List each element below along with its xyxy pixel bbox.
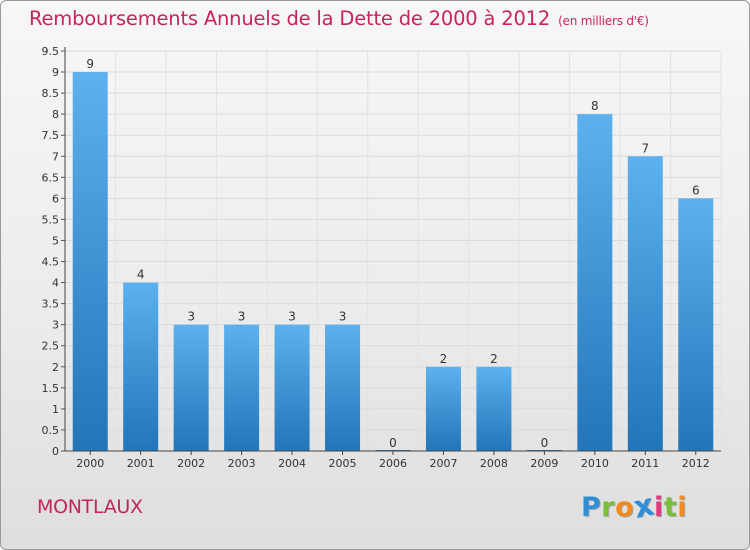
- chart-unit-label: (en milliers d'€): [558, 14, 649, 28]
- y-tick-label: 2.5: [42, 340, 60, 353]
- grid-lines: [64, 50, 722, 452]
- x-tick-label-2005: 2005: [329, 457, 357, 470]
- bar-2007[interactable]: [425, 366, 461, 451]
- chart-title: Remboursements Annuels de la Dette de 20…: [29, 7, 649, 30]
- y-tick-label: 8.5: [42, 87, 60, 100]
- x-tick-label-2000: 2000: [76, 457, 104, 470]
- bar-2000[interactable]: [72, 72, 108, 451]
- x-tick-label-2009: 2009: [530, 457, 558, 470]
- y-tick-label: 3.5: [42, 298, 60, 311]
- value-label-2011: 7: [641, 141, 649, 155]
- bar-2011[interactable]: [627, 156, 663, 451]
- y-tick-label: 1: [52, 403, 59, 416]
- x-tick-label-2011: 2011: [631, 457, 659, 470]
- value-label-2008: 2: [490, 352, 498, 366]
- y-tick-label: 5.5: [42, 213, 60, 226]
- bars: [72, 72, 714, 451]
- y-tick-label: 1.5: [42, 382, 60, 395]
- proxiti-logo[interactable]: Proxiti: [581, 487, 687, 525]
- x-tick-label-2012: 2012: [682, 457, 710, 470]
- y-tick-label: 7: [52, 150, 59, 163]
- bar-2005[interactable]: [325, 324, 361, 451]
- y-tick-label: 2: [52, 361, 59, 374]
- x-tick-label-2004: 2004: [278, 457, 306, 470]
- value-label-2012: 6: [692, 183, 700, 197]
- y-tick-label: 3: [52, 319, 59, 332]
- bar-2002[interactable]: [173, 324, 209, 451]
- value-label-2007: 2: [440, 352, 448, 366]
- value-label-2003: 3: [238, 310, 246, 324]
- y-tick-label: 6.5: [42, 171, 60, 184]
- value-label-2000: 9: [86, 57, 94, 71]
- y-tick-label: 0.5: [42, 424, 60, 437]
- chart-title-text: Remboursements Annuels de la Dette de 20…: [29, 7, 551, 30]
- logo-letter: o: [615, 492, 635, 523]
- bar-2008[interactable]: [476, 366, 512, 451]
- y-tick-label: 0: [52, 445, 59, 458]
- x-tick-label-2003: 2003: [228, 457, 256, 470]
- x-tick-label-2007: 2007: [429, 457, 457, 470]
- logo-letter: P: [581, 492, 602, 523]
- value-labels: 9 4 3 3 3 3 0 2 2 0 8 7 6: [86, 57, 699, 450]
- x-tick-label-2002: 2002: [177, 457, 205, 470]
- y-tick-label: 6: [52, 192, 59, 205]
- bar-2003[interactable]: [224, 324, 260, 451]
- value-label-2001: 4: [137, 268, 145, 282]
- logo-letter: t: [663, 492, 678, 523]
- y-axis: 0 0.5 1 1.5 2 2.5 3 3.5 4 4.5 5 5.5 6 6.5 7 7.5 8 8.5 9 9.5: [42, 45, 66, 458]
- y-tick-label: 7.5: [42, 129, 60, 142]
- bar-2004[interactable]: [274, 324, 310, 451]
- y-tick-label: 9.5: [42, 45, 60, 58]
- value-label-2002: 3: [187, 310, 195, 324]
- bar-2012[interactable]: [678, 198, 714, 451]
- place-name: MONTLAUX: [37, 496, 143, 518]
- value-label-2006: 0: [389, 436, 397, 450]
- y-tick-label: 8: [52, 108, 59, 121]
- logo-letter: r: [601, 492, 616, 523]
- value-label-2004: 3: [288, 310, 296, 324]
- value-label-2005: 3: [339, 310, 347, 324]
- y-tick-label: 5: [52, 234, 59, 247]
- value-label-2009: 0: [541, 436, 549, 450]
- logo-letter: i: [654, 492, 664, 523]
- bar-2010[interactable]: [577, 114, 613, 451]
- y-tick-label: 4: [52, 277, 59, 290]
- logo-letter: i: [677, 492, 687, 523]
- x-tick-label-2001: 2001: [127, 457, 155, 470]
- y-tick-label: 9: [52, 66, 59, 79]
- x-tick-label-2008: 2008: [480, 457, 508, 470]
- x-tick-label-2010: 2010: [581, 457, 609, 470]
- x-axis: 2000 2001 2002 2003 2004 2005 2006 2007 2008 2009…: [65, 450, 721, 470]
- x-tick-label-2006: 2006: [379, 457, 407, 470]
- y-tick-label: 4.5: [42, 256, 60, 269]
- value-label-2010: 8: [591, 99, 599, 113]
- bar-2001[interactable]: [123, 282, 159, 451]
